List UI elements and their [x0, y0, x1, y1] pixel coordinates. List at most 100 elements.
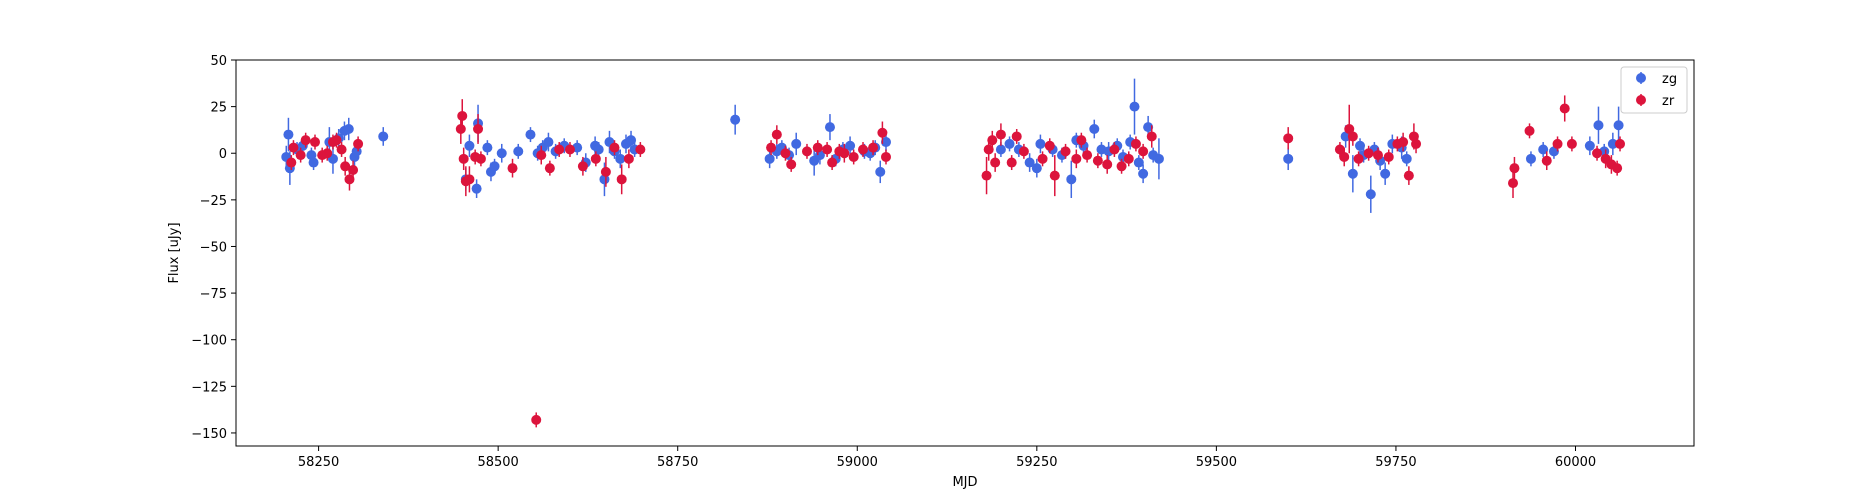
zr-data-point	[457, 110, 468, 121]
zr-data-point	[577, 161, 588, 172]
zr-data-point	[1372, 150, 1383, 161]
zr-data-point	[1138, 146, 1149, 157]
zr-data-point	[623, 153, 634, 164]
zr-data-point	[1011, 131, 1022, 142]
zr-data-point	[336, 144, 347, 155]
zr-data-point	[564, 144, 575, 155]
zr-data-point	[1398, 137, 1409, 148]
x-tick-label: 59250	[1016, 455, 1057, 470]
zg-data-point	[1066, 174, 1077, 185]
zr-data-point	[554, 144, 565, 155]
zg-data-point	[1129, 101, 1140, 112]
zg-data-point	[489, 161, 500, 172]
zr-data-point	[340, 161, 351, 172]
zr-data-point	[868, 142, 879, 153]
zr-data-point	[1344, 123, 1355, 134]
zr-data-point	[1353, 153, 1364, 164]
zr-data-point	[331, 135, 342, 146]
y-tick-label: 25	[210, 101, 227, 116]
zr-data-point	[1592, 148, 1603, 159]
zg-data-point	[875, 166, 886, 177]
zr-data-point	[473, 123, 484, 134]
zg-data-point	[599, 174, 610, 185]
zr-data-point	[1615, 138, 1626, 149]
zr-data-point	[348, 165, 359, 176]
zr-data-point	[1116, 161, 1127, 172]
zg-data-point	[1035, 138, 1046, 149]
zg-data-point	[283, 129, 294, 140]
y-axis-ticks: 50 25 0 −25 −50 −75 −100 −125 −150	[191, 54, 236, 442]
zr-data-point	[544, 163, 555, 174]
zr-data-point	[858, 144, 869, 155]
zg-data-point	[1347, 168, 1358, 179]
zr-data-point	[1347, 131, 1358, 142]
y-tick-label: −50	[200, 240, 227, 255]
zr-data-point	[600, 166, 611, 177]
zr-data-point	[310, 137, 321, 148]
zg-data-point	[764, 153, 775, 164]
zr-data-point	[635, 144, 646, 155]
zr-data-point	[1037, 153, 1048, 164]
x-tick-label: 60000	[1555, 455, 1596, 470]
zr-data-point	[288, 142, 299, 153]
zr-data-point	[1283, 133, 1294, 144]
zr-data-point	[1071, 153, 1082, 164]
y-tick-label: 0	[219, 147, 227, 162]
legend-zr-marker	[1636, 95, 1646, 105]
zr-data-point	[766, 142, 777, 153]
zg-data-point	[513, 146, 524, 157]
x-tick-label: 59000	[837, 455, 878, 470]
zg-data-point	[995, 144, 1006, 155]
zg-data-point	[1355, 140, 1366, 151]
zr-data-point	[536, 150, 547, 161]
zr-data-point	[801, 146, 812, 157]
zr-data-point	[880, 151, 891, 162]
zg-data-point	[378, 131, 389, 142]
y-tick-label: 50	[210, 54, 227, 69]
zr-data-point	[1044, 140, 1055, 151]
zg-data-point	[496, 148, 507, 159]
zr-data-point	[1363, 148, 1374, 159]
zr-data-point	[1049, 170, 1060, 181]
zr-data-point	[786, 159, 797, 170]
zg-data-point	[343, 123, 354, 134]
zr-data-point	[1541, 155, 1552, 166]
zr-data-point	[1509, 163, 1520, 174]
zg-data-point	[1340, 131, 1351, 142]
zg-data-point	[1607, 138, 1618, 149]
zr-data-point	[458, 153, 469, 164]
zg-data-point	[1089, 123, 1100, 134]
plot-frame	[235, 59, 1695, 447]
zr-data-point	[1102, 159, 1113, 170]
series-zr	[286, 95, 1626, 428]
y-tick-label: −100	[191, 334, 227, 349]
zg-data-point	[1584, 140, 1595, 151]
zr-data-point	[848, 151, 859, 162]
zg-data-point	[1153, 153, 1164, 164]
x-tick-label: 58750	[657, 455, 698, 470]
y-tick-label: −75	[200, 287, 227, 302]
zr-data-point	[1018, 146, 1029, 157]
zg-data-point	[482, 142, 493, 153]
zg-data-point	[626, 135, 637, 146]
zr-data-point	[1552, 138, 1563, 149]
data-points-layer	[281, 78, 1626, 428]
zg-data-point	[1538, 144, 1549, 155]
zr-data-point	[295, 150, 306, 161]
zr-data-point	[322, 148, 333, 159]
zr-data-point	[286, 157, 297, 168]
zr-data-point	[839, 148, 850, 159]
zr-data-point	[1060, 146, 1071, 157]
zr-data-point	[1339, 151, 1350, 162]
zg-data-point	[1365, 189, 1376, 200]
zr-data-point	[475, 153, 486, 164]
zr-data-point	[507, 163, 518, 174]
zr-data-point	[1146, 131, 1157, 142]
zg-data-point	[1548, 146, 1559, 157]
zr-data-point	[590, 153, 601, 164]
zg-data-point	[1283, 153, 1294, 164]
zg-data-point	[824, 122, 835, 133]
zg-data-point	[845, 140, 856, 151]
